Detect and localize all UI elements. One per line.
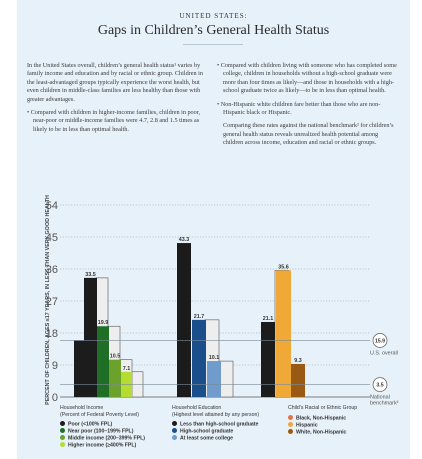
intro-paragraph: In the United States overall, children’s… xyxy=(27,62,203,103)
bar-value-label: 21.1 xyxy=(263,316,274,322)
legend-swatch-hs xyxy=(172,428,177,434)
ghost-bar xyxy=(218,360,234,398)
legend-label-higher: Higher income (≥400% FPL) xyxy=(68,442,137,449)
legend-education: Household Education (Highest level attai… xyxy=(172,405,284,442)
legend-income-subtitle: (Percent of Federal Poverty Level) xyxy=(60,411,140,418)
legend-item-some-college: At least some college xyxy=(172,435,284,442)
reference-marker xyxy=(372,377,388,392)
y-tick-label: 18 xyxy=(46,328,58,340)
bar xyxy=(291,363,305,397)
reference-value: 3.5 xyxy=(376,383,383,389)
legend-label-middle: Middle income (200–399% FPL) xyxy=(68,435,145,442)
legend-label-poor: Poor (<100% FPL) xyxy=(68,421,113,428)
legend-swatch-less-hs xyxy=(172,421,177,427)
bar-value-label: 21.7 xyxy=(194,314,205,320)
bar-value-label: 10.5 xyxy=(110,354,121,360)
bar-value-label: 33.5 xyxy=(85,272,96,278)
legend-swatch-near-poor xyxy=(60,428,65,434)
legend-item-black: Black, Non-Hispanic xyxy=(288,414,388,422)
header-kicker: UNITED STATES: xyxy=(179,12,248,20)
bar xyxy=(276,270,291,397)
y-tick-label: 9 xyxy=(52,360,58,372)
bar xyxy=(74,340,87,397)
bar-value-label: 19.9 xyxy=(98,320,109,326)
right-text-column: • Compared with children living with som… xyxy=(217,62,397,153)
legend-label-less-hs: Less than high-school graduate xyxy=(180,421,259,428)
bar xyxy=(84,277,97,397)
legend-education-subtitle: (Highest level attained by any person) xyxy=(172,411,260,418)
y-tick-label: 45 xyxy=(46,232,58,244)
y-axis-label: PERCENT OF CHILDREN, AGES ≤17 YEARS, IN … xyxy=(45,195,51,405)
legend-item-middle: Middle income (200–399% FPL) xyxy=(60,435,170,442)
education-bullet: • Compared with children living with som… xyxy=(217,62,397,95)
legend-swatch-middle xyxy=(60,435,65,441)
income-bullet: • Compared with children in higher-incom… xyxy=(27,109,201,133)
y-tick-label: 0 xyxy=(52,392,58,404)
legend-item-poor: Poor (<100% FPL) xyxy=(60,421,170,428)
bar-value-label: 7.1 xyxy=(123,366,131,372)
reference-caption: U.S. overall xyxy=(370,350,398,356)
bar xyxy=(192,319,206,397)
legend-item-hs: High-school graduate xyxy=(172,428,284,435)
bar xyxy=(207,361,221,397)
legend-label-hs: High-school graduate xyxy=(180,428,234,435)
legend-label-some-college: At least some college xyxy=(180,435,234,442)
legend-swatch-some-college xyxy=(172,435,177,441)
legend-swatch-poor xyxy=(60,421,65,427)
bar xyxy=(261,321,275,397)
reference-marker xyxy=(372,333,388,348)
legend-race-title: Child’s Racial or Ethnic Group xyxy=(288,405,358,411)
legend-race: Child’s Racial or Ethnic Group Black, No… xyxy=(288,405,388,436)
y-tick-label: 54 xyxy=(46,200,58,212)
reference-caption: National xyxy=(370,395,390,401)
bar-value-label: 10.1 xyxy=(209,355,220,361)
legend-swatch-black xyxy=(288,414,293,420)
bar-value-label: 35.6 xyxy=(278,264,289,270)
bar xyxy=(97,326,109,397)
bar-value-label: 43.3 xyxy=(179,237,190,243)
benchmark-paragraph: Comparing these rates against the nation… xyxy=(223,122,394,147)
legend-item-near-poor: Near poor (100–199% FPL) xyxy=(60,428,170,435)
title-rule xyxy=(183,44,243,45)
legend-item-white: White, Non-Hispanic xyxy=(288,428,388,436)
legend-swatch-white xyxy=(288,428,293,434)
legend-income: Household Income (Percent of Federal Pov… xyxy=(60,405,170,450)
legend-item-hispanic: Hispanic xyxy=(288,421,388,429)
legend-label-white: White, Non-Hispanic xyxy=(296,429,347,436)
page-title: Gaps in Children’s General Health Status xyxy=(97,23,330,38)
y-tick-label: 27 xyxy=(46,296,58,308)
reference-caption: benchmark² xyxy=(370,401,399,407)
bar xyxy=(109,359,121,397)
legend-swatch-higher xyxy=(60,442,65,448)
bar xyxy=(177,243,191,397)
bar-value-label: 9.3 xyxy=(294,358,302,364)
legend-item-higher: Higher income (≥400% FPL) xyxy=(60,442,170,449)
legend-swatch-hispanic xyxy=(288,421,293,427)
legend-item-less-hs: Less than high-school graduate xyxy=(172,421,284,428)
legend-label-hispanic: Hispanic xyxy=(296,422,318,429)
page-edge xyxy=(410,0,422,459)
legend-label-near-poor: Near poor (100–199% FPL) xyxy=(68,428,134,435)
legend-education-title: Household Education xyxy=(172,405,222,411)
legend-label-black: Black, Non-Hispanic xyxy=(296,415,347,422)
legend-income-title: Household Income xyxy=(60,405,104,411)
left-text-column: In the United States overall, children’s… xyxy=(27,62,203,139)
reference-value: 15.9 xyxy=(375,338,385,344)
y-tick-label: 36 xyxy=(46,264,58,276)
race-bullet: • Non-Hispanic white children fare bette… xyxy=(217,100,381,117)
